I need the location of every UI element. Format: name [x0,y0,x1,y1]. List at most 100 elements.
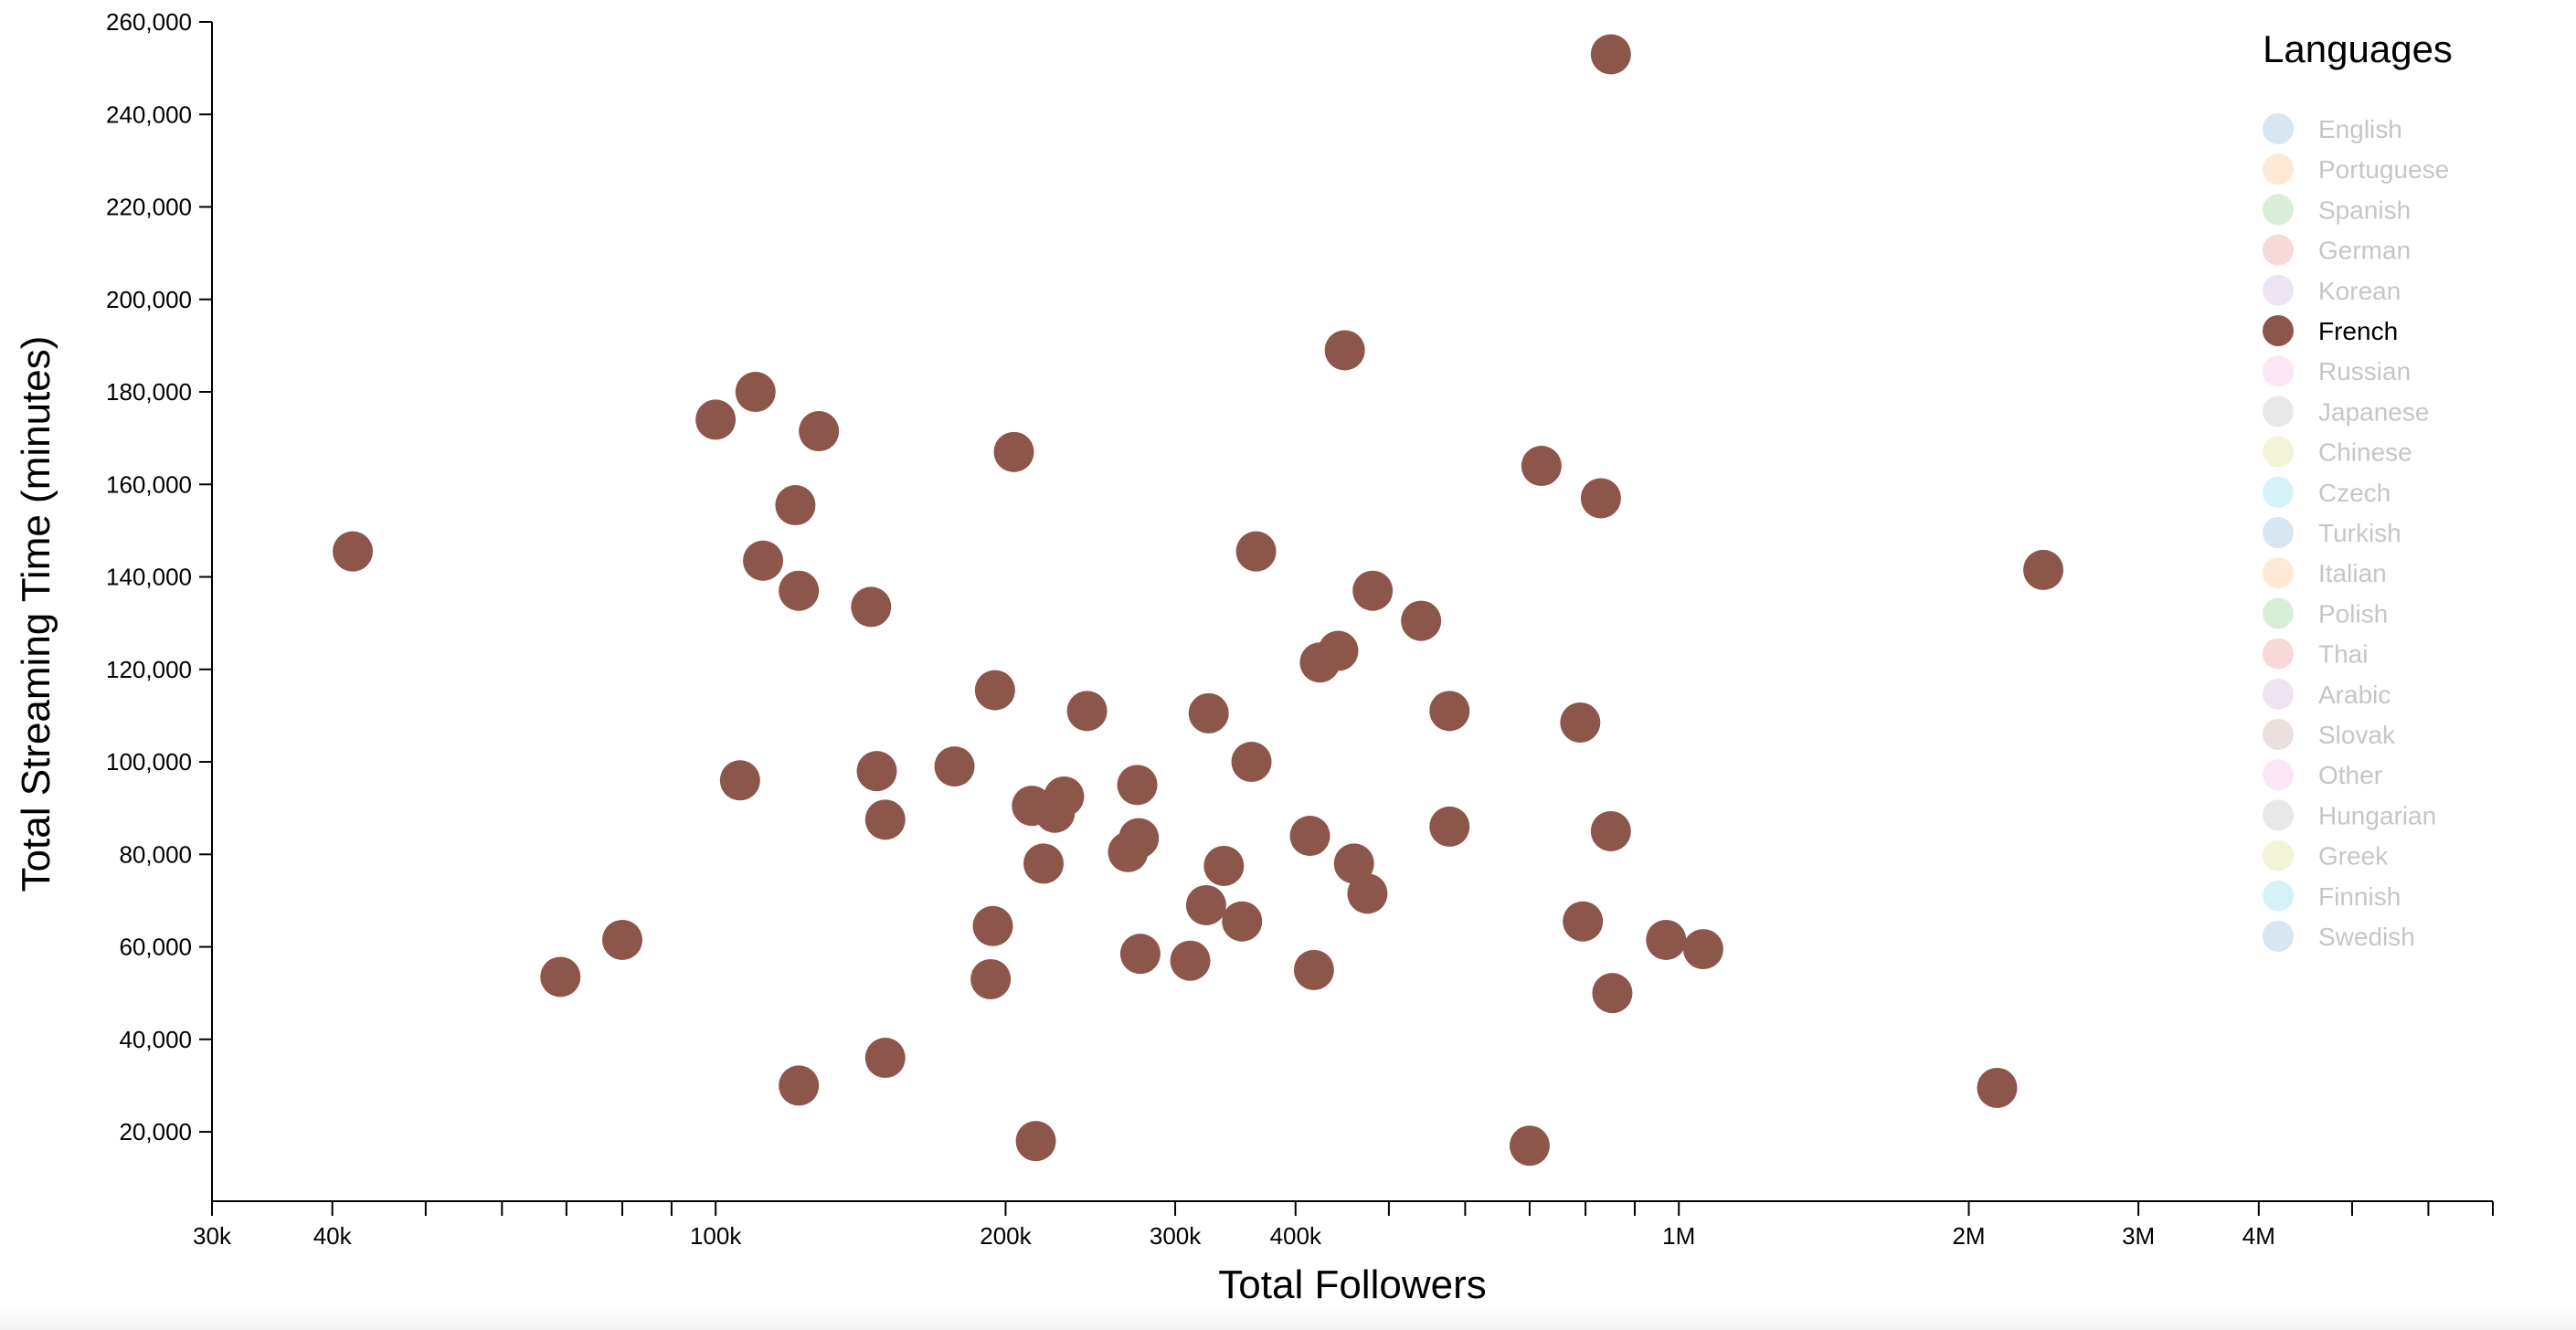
y-axis-label: Total Streaming Time (minutes) [14,336,58,892]
data-point [601,919,642,960]
data-point [1117,765,1158,806]
data-point [1590,34,1631,75]
x-tick-label: 2M [1952,1222,1985,1250]
x-tick-label: 300k [1150,1222,1202,1250]
data-point [1066,691,1108,732]
data-point [779,1065,820,1106]
legend-swatch [2263,113,2294,144]
legend-label: Greek [2318,842,2389,871]
x-axis: 30k 40k 100k 200k 300k 400k 1M 2M 3M 4M [193,1200,2494,1250]
data-point [540,956,581,998]
data-point [1401,600,1442,641]
x-tick-label: 40k [313,1222,353,1250]
data-point [743,540,784,581]
data-point [856,751,897,792]
legend-label: Czech [2318,479,2390,507]
y-axis: 20,000 40,000 60,000 80,000 100,000 120,000 14… [106,8,213,1201]
data-point [972,905,1013,946]
legend-swatch [2263,678,2294,710]
y-tick-label: 160,000 [106,470,192,498]
legend-swatch [2263,436,2294,468]
legend-swatch [2263,638,2294,670]
legend-swatch [2263,194,2294,226]
data-point [735,372,776,413]
data-points [333,34,2064,1166]
legend-swatch [2263,476,2294,508]
x-tick-label: 400k [1270,1222,1322,1250]
legend-swatch [2263,880,2294,912]
data-point [1289,816,1330,857]
data-point [775,485,816,526]
data-point [1646,919,1687,960]
data-point [1592,973,1633,1014]
x-tick-label: 30k [193,1222,232,1250]
legend-swatch [2263,274,2294,306]
y-tick-label: 100,000 [106,748,192,776]
legend-swatch [2263,315,2294,346]
data-point [719,760,760,801]
legend-label: Japanese [2318,397,2429,426]
y-tick-label: 40,000 [119,1026,192,1053]
y-tick-label: 60,000 [119,934,192,961]
x-tick-label: 200k [980,1222,1032,1250]
legend-swatch [2263,396,2294,428]
data-point [1521,446,1562,487]
x-tick-label: 100k [690,1222,742,1250]
data-point [333,531,374,572]
data-point [1293,949,1334,990]
data-point [1429,691,1470,732]
legend-swatch [2263,759,2294,791]
data-point [1324,330,1365,371]
legend-label: English [2318,115,2402,143]
legend-label: Spanish [2318,195,2411,224]
data-point [1347,873,1388,914]
legend-label: Korean [2318,277,2401,305]
x-axis-label: Total Followers [1218,1262,1486,1307]
legend-swatch [2263,799,2294,831]
legend-swatch [2263,719,2294,750]
window-bottom-edge [0,1308,2576,1330]
y-tick-label: 120,000 [106,656,192,683]
legend-label: Finnish [2318,882,2401,911]
plot-area [333,34,2064,1166]
x-tick-label: 4M [2242,1222,2275,1250]
data-point [993,431,1034,472]
x-tick-label: 1M [1662,1222,1695,1250]
data-point [1119,934,1161,975]
data-point [1429,806,1470,847]
data-point [970,958,1012,999]
data-point [1580,478,1621,519]
legend-swatch [2263,153,2294,185]
legend-swatch [2263,921,2294,952]
legend-swatch [2263,597,2294,629]
data-point [1015,1121,1056,1162]
data-point [1203,845,1245,886]
data-point [799,411,840,452]
data-point [1185,884,1226,925]
legend-swatch [2263,234,2294,266]
y-tick-label: 20,000 [119,1118,192,1145]
data-point [1333,843,1374,884]
data-point [1299,642,1341,683]
data-point [695,399,737,440]
data-point [1682,929,1723,970]
x-tick-label: 3M [2122,1222,2155,1250]
data-point [864,1038,906,1079]
data-point [1108,831,1149,872]
data-point [974,670,1015,711]
data-point [1509,1125,1550,1166]
legend-label: Other [2318,761,2382,789]
legend-label: Russian [2318,357,2411,385]
data-point [1034,792,1076,833]
legend-label: Arabic [2318,681,2390,709]
data-point [779,570,820,611]
data-point [1590,810,1631,851]
data-point [1235,531,1277,572]
y-tick-label: 260,000 [106,8,192,36]
legend-label: Portuguese [2318,155,2449,184]
legend-label: Hungarian [2318,801,2436,829]
y-tick-label: 240,000 [106,100,192,128]
legend-label: German [2318,237,2411,265]
legend-swatch [2263,839,2294,871]
